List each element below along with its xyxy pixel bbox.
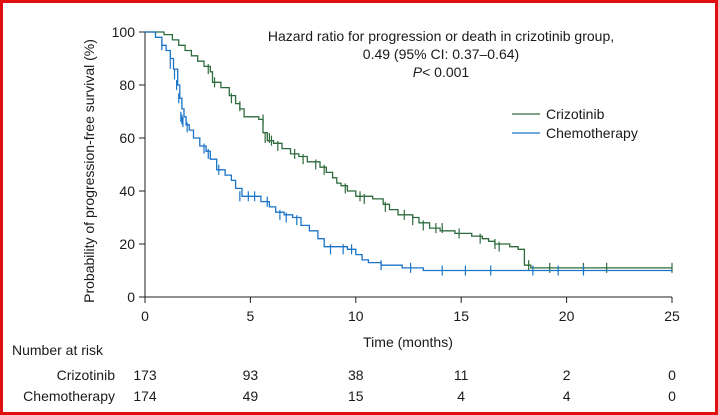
risk-count-cell: 11: [454, 367, 469, 383]
annotation-line-1: Hazard ratio for progression or death in…: [268, 28, 614, 44]
risk-count-cell: 173: [133, 367, 157, 383]
risk-row-label-chemotherapy: Chemotherapy: [23, 388, 115, 404]
x-tick-label: 5: [247, 308, 255, 324]
x-tick-label: 20: [559, 308, 575, 324]
risk-row-label-crizotinib: Crizotinib: [57, 367, 116, 383]
risk-count-cell: 38: [348, 367, 364, 383]
risk-count-cell: 49: [243, 388, 259, 404]
series-line-chemotherapy: [145, 31, 672, 272]
risk-count-cell: 2: [563, 367, 571, 383]
y-tick-label: 20: [119, 236, 135, 252]
y-tick-label: 100: [112, 24, 136, 40]
risk-table-header: Number at risk: [12, 342, 104, 358]
risk-count-cell: 4: [457, 388, 465, 404]
risk-count-cell: 0: [668, 367, 676, 383]
risk-table: Number at risk Crizotinib Chemotherapy 1…: [12, 342, 676, 404]
p-value-text: < 0.001: [422, 64, 469, 80]
y-tick-label: 0: [127, 289, 135, 305]
legend: Crizotinib Chemotherapy: [512, 106, 638, 141]
legend-label-crizotinib: Crizotinib: [546, 106, 605, 122]
y-axis-label: Probability of progression-free survival…: [81, 39, 97, 303]
annotation-line-3: P< 0.001: [413, 64, 470, 80]
x-axis-label: Time (months): [363, 334, 453, 350]
survival-curves: [145, 31, 673, 276]
x-tick-label: 10: [348, 308, 364, 324]
annotation-line-2: 0.49 (95% CI: 0.37–0.64): [363, 46, 519, 62]
series-line-crizotinib: [145, 31, 672, 269]
x-tick-label: 0: [141, 308, 149, 324]
risk-count-cell: 0: [668, 388, 676, 404]
y-tick-label: 60: [119, 130, 135, 146]
x-tick-label: 15: [453, 308, 469, 324]
risk-count-cell: 174: [133, 388, 157, 404]
p-value-symbol: P: [413, 64, 423, 80]
risk-count-cell: 15: [348, 388, 364, 404]
y-tick-label: 80: [119, 77, 135, 93]
axes: 0 20 40 60 80 100 0 5 10 15 20 25: [112, 24, 680, 324]
risk-count-cell: 4: [563, 388, 571, 404]
legend-label-chemotherapy: Chemotherapy: [546, 125, 638, 141]
risk-values: 173 93 38 11 2 0 174 49 15 4 4 0: [133, 367, 676, 404]
risk-count-cell: 93: [243, 367, 259, 383]
x-tick-label: 25: [664, 308, 680, 324]
y-tick-label: 40: [119, 183, 135, 199]
